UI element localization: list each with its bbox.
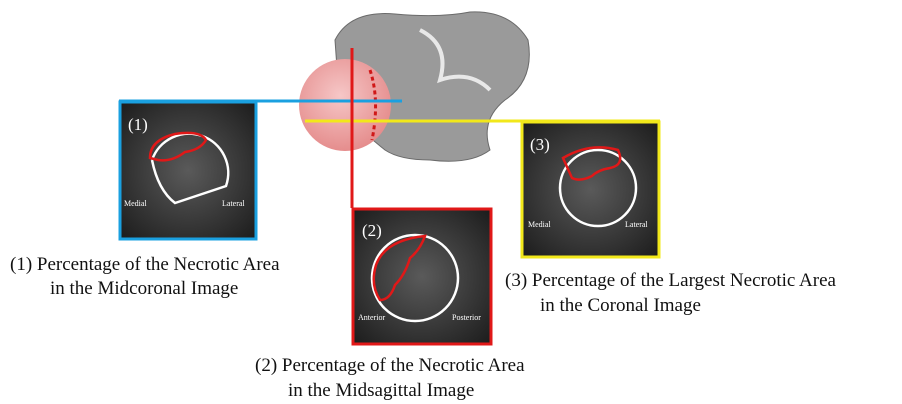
left-label: Medial [528, 220, 551, 229]
right-label: Lateral [625, 220, 648, 229]
panel-label: (3) [530, 135, 550, 154]
necrosis-outline [561, 146, 622, 181]
head-outline [150, 132, 230, 205]
right-label: Posterior [452, 313, 481, 322]
panel-3: (3) Medial Lateral [520, 120, 661, 259]
caption: in the Midsagittal Image [288, 380, 474, 401]
right-label: Lateral [222, 199, 245, 208]
head-outline [558, 148, 638, 228]
left-label: Medial [124, 199, 147, 208]
panel-2: (2) Anterior Posterior [351, 207, 493, 346]
femoral-head [299, 59, 391, 151]
caption: (1) Percentage of the Necrotic Area [10, 254, 280, 275]
caption: in the Coronal Image [540, 295, 701, 316]
femur-model [299, 11, 530, 162]
head-outline [370, 233, 460, 323]
caption: in the Midcoronal Image [50, 278, 238, 299]
mri-image [118, 100, 258, 241]
panel-1: (1) Medial Lateral [118, 100, 258, 241]
left-label: Anterior [358, 313, 385, 322]
caption: (3) Percentage of the Largest Necrotic A… [505, 270, 836, 291]
caption: (2) Percentage of the Necrotic Area [255, 355, 525, 376]
necrosis-outline [372, 234, 427, 302]
panel-label: (1) [128, 115, 148, 134]
necrosis-outline [148, 131, 208, 162]
panel-label: (2) [362, 221, 382, 240]
necrotic-outline [368, 69, 378, 141]
femur-highlight [419, 28, 492, 92]
mri-image [351, 207, 493, 346]
